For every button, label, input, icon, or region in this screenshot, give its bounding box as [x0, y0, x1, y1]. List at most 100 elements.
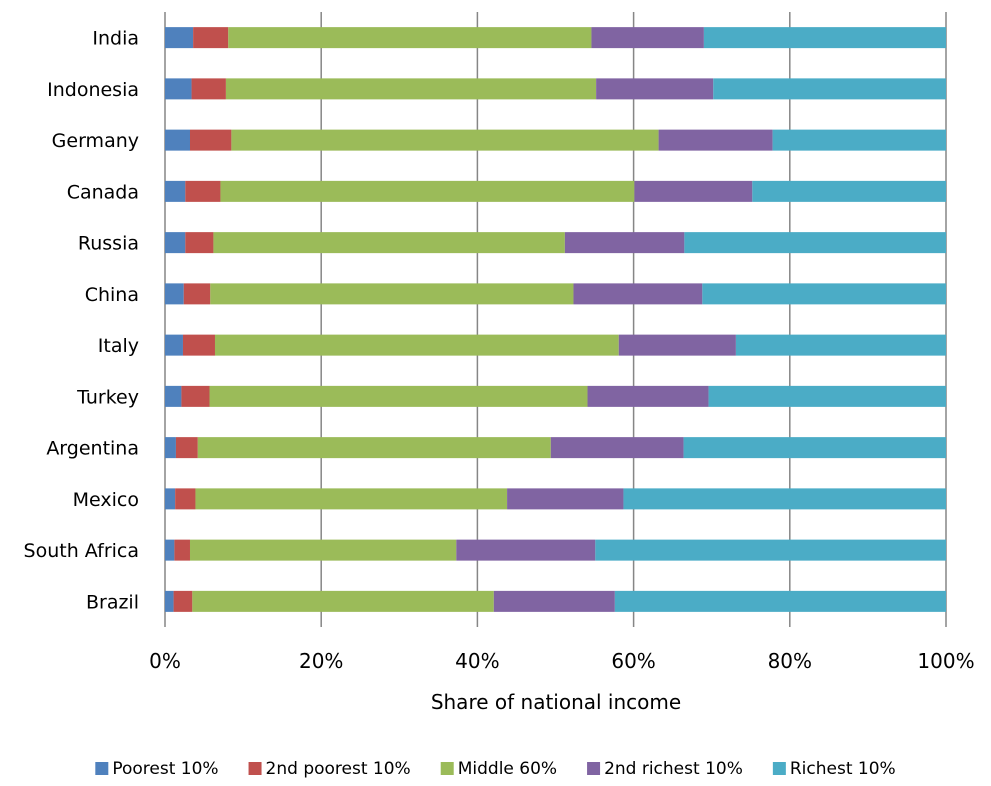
legend-label: Middle 60% — [458, 759, 557, 779]
category-label: China — [85, 284, 139, 306]
bar-group — [165, 180, 946, 202]
bar-group — [165, 232, 946, 254]
bar-segment — [165, 180, 186, 202]
bar-segment — [456, 539, 596, 561]
legend-label: 2nd richest 10% — [604, 759, 743, 779]
bar-segment — [564, 232, 685, 254]
bar-segment — [189, 539, 457, 561]
bar-segment — [195, 488, 508, 510]
bar-segment — [614, 590, 946, 612]
bar-segment — [185, 180, 221, 202]
legend-label: Richest 10% — [790, 759, 896, 779]
legend-item: 2nd poorest 10% — [248, 759, 411, 779]
bar-segment — [550, 437, 684, 459]
legend-item: 2nd richest 10% — [587, 759, 743, 779]
bar-segment — [735, 334, 946, 356]
legend-swatch — [772, 762, 786, 775]
bar-segment — [634, 180, 753, 202]
bar-segment — [192, 590, 494, 612]
bar-segment — [595, 539, 946, 561]
bar-segment — [658, 129, 773, 151]
legend-label: Poorest 10% — [112, 759, 218, 779]
bar-group — [165, 590, 946, 612]
bar-segment — [703, 27, 946, 49]
bar-segment — [772, 129, 946, 151]
category-label: India — [92, 28, 139, 50]
bars — [165, 27, 946, 612]
category-label: Mexico — [73, 489, 139, 511]
bar-group — [165, 539, 946, 561]
bar-segment — [175, 437, 198, 459]
x-tick-label: 20% — [299, 649, 343, 673]
bar-segment — [173, 590, 193, 612]
legend-item: Poorest 10% — [95, 759, 219, 779]
bar-segment — [596, 78, 714, 100]
bar-segment — [587, 385, 709, 407]
bar-segment — [225, 78, 597, 100]
bar-segment — [702, 283, 946, 305]
bar-segment — [174, 539, 190, 561]
bar-group — [165, 488, 946, 510]
bar-segment — [165, 283, 184, 305]
x-tick-label: 80% — [768, 649, 812, 673]
category-labels: India Indonesia Germany Canada Russia China It… — [24, 28, 139, 614]
bar-group — [165, 129, 946, 151]
legend-item: Middle 60% — [440, 759, 557, 779]
bar-segment — [183, 283, 211, 305]
bar-segment — [209, 385, 588, 407]
bar-segment — [165, 590, 174, 612]
bar-group — [165, 283, 946, 305]
bar-segment — [193, 27, 229, 49]
bar-segment — [165, 334, 183, 356]
category-label: Canada — [67, 181, 139, 203]
legend-swatch — [440, 762, 454, 775]
legend: Poorest 10% 2nd poorest 10% Middle 60% 2nd … — [95, 759, 896, 779]
x-tick-label: 0% — [149, 649, 181, 673]
bar-segment — [214, 334, 619, 356]
category-label: South Africa — [24, 540, 139, 562]
bar-segment — [507, 488, 624, 510]
x-tick-labels: 0% 20% 40% 60% 80% 100% — [149, 649, 974, 673]
bar-segment — [165, 129, 190, 151]
bar-segment — [683, 437, 946, 459]
bar-segment — [618, 334, 736, 356]
category-label: Italy — [98, 335, 139, 357]
bar-segment — [220, 180, 635, 202]
bar-segment — [708, 385, 946, 407]
bar-segment — [165, 232, 186, 254]
bar-segment — [213, 232, 565, 254]
category-label: Argentina — [46, 438, 139, 460]
x-axis-title: Share of national income — [431, 690, 681, 714]
legend-swatch — [248, 762, 262, 775]
bar-segment — [228, 27, 592, 49]
legend-swatch — [95, 762, 109, 775]
bar-group — [165, 437, 946, 459]
legend-label: 2nd poorest 10% — [266, 759, 411, 779]
bar-segment — [493, 590, 615, 612]
x-tick-label: 60% — [611, 649, 655, 673]
bar-segment — [165, 539, 175, 561]
bar-segment — [573, 283, 703, 305]
x-tick-label: 100% — [917, 649, 974, 673]
bar-segment — [623, 488, 946, 510]
bar-segment — [191, 78, 226, 100]
category-label: Germany — [52, 130, 139, 152]
bar-segment — [175, 488, 196, 510]
bar-segment — [752, 180, 946, 202]
bar-segment — [197, 437, 551, 459]
bar-group — [165, 385, 946, 407]
category-label: Brazil — [86, 591, 139, 613]
bar-segment — [182, 334, 215, 356]
bar-segment — [185, 232, 214, 254]
bar-group — [165, 334, 946, 356]
gridlines — [164, 12, 947, 627]
category-label: Russia — [78, 233, 139, 255]
bar-segment — [210, 283, 574, 305]
legend-swatch — [587, 762, 601, 775]
x-tick-label: 40% — [455, 649, 499, 673]
category-label: Indonesia — [47, 79, 139, 101]
bar-segment — [591, 27, 704, 49]
bar-segment — [684, 232, 946, 254]
